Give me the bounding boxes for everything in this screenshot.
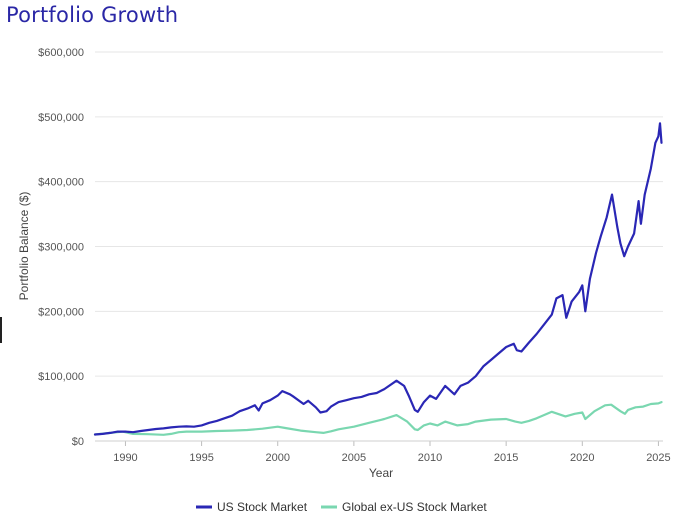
series-lines <box>93 122 663 436</box>
x-axis-title: Year <box>369 466 393 480</box>
y-tick-label: $400,000 <box>38 177 84 189</box>
y-tick-label: $100,000 <box>38 371 84 383</box>
y-tick-label: $500,000 <box>38 112 84 124</box>
y-axis-ticks: $0 $100,000 $200,000 $300,000 $400,000 $500,0… <box>38 47 84 448</box>
series-line-global-ex-us-stock-market <box>93 401 663 436</box>
x-tick-label: 1995 <box>189 452 213 464</box>
x-tick-label: 1990 <box>113 452 137 464</box>
x-tick-label: 2020 <box>570 452 594 464</box>
y-tick-label: $0 <box>72 436 84 448</box>
y-tick-label: $200,000 <box>38 306 84 318</box>
x-tick-label: 2010 <box>418 452 442 464</box>
chart-title: Portfolio Growth <box>6 3 179 27</box>
legend-label-us: US Stock Market <box>217 500 308 514</box>
y-tick-label: $600,000 <box>38 47 84 59</box>
y-tick-label: $300,000 <box>38 242 84 254</box>
series-line-us-stock-market <box>93 122 663 436</box>
x-tick-label: 2015 <box>494 452 518 464</box>
x-tick-label: 2025 <box>646 452 670 464</box>
legend: US Stock Market Global ex-US Stock Marke… <box>196 500 487 514</box>
x-tick-label: 2000 <box>265 452 289 464</box>
x-tick-label: 2005 <box>342 452 366 464</box>
y-axis-title: Portfolio Balance ($) <box>17 192 31 301</box>
edge-marker <box>0 317 2 343</box>
x-axis-ticks: 1990 1995 2000 2005 2010 2015 2020 2025 <box>113 441 671 464</box>
grid-lines <box>95 51 663 377</box>
legend-label-global: Global ex-US Stock Market <box>342 500 487 514</box>
